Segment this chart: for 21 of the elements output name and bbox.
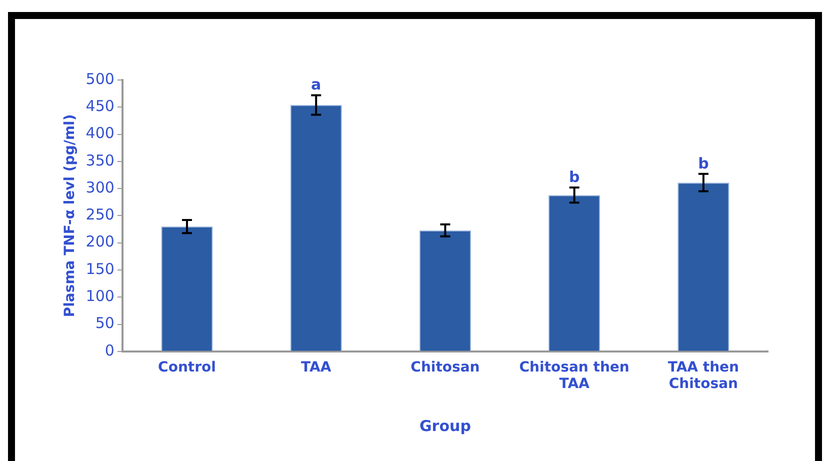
x-tick-label: Control (158, 359, 216, 376)
annotation: a (311, 76, 322, 94)
x-axis-title: Group (419, 416, 472, 435)
annotation: b (568, 168, 580, 186)
y-tick-label: 200 (86, 232, 114, 251)
annotation: b (698, 154, 710, 172)
y-tick-label: 150 (86, 260, 114, 278)
y-tick-label: 100 (86, 287, 114, 306)
y-tick-label: 450 (86, 97, 114, 116)
y-axis-title: Plasma TNF-α levl (pg/ml) (62, 114, 78, 318)
x-tick-label: Chitosan (410, 359, 480, 376)
y-tick-label: 350 (86, 151, 114, 170)
x-tick-label: Chitosan then TAA (519, 359, 630, 392)
y-tick-label: 0 (104, 341, 114, 360)
y-tick-label: 250 (86, 206, 114, 224)
y-tick-label: 50 (95, 314, 114, 332)
y-tick-label: 300 (86, 178, 114, 196)
y-tick-label: 400 (86, 124, 114, 142)
y-tick-label: 500 (86, 70, 114, 88)
x-tick-label: TAA (301, 359, 332, 376)
x-tick-label: TAA then Chitosan (668, 359, 740, 392)
